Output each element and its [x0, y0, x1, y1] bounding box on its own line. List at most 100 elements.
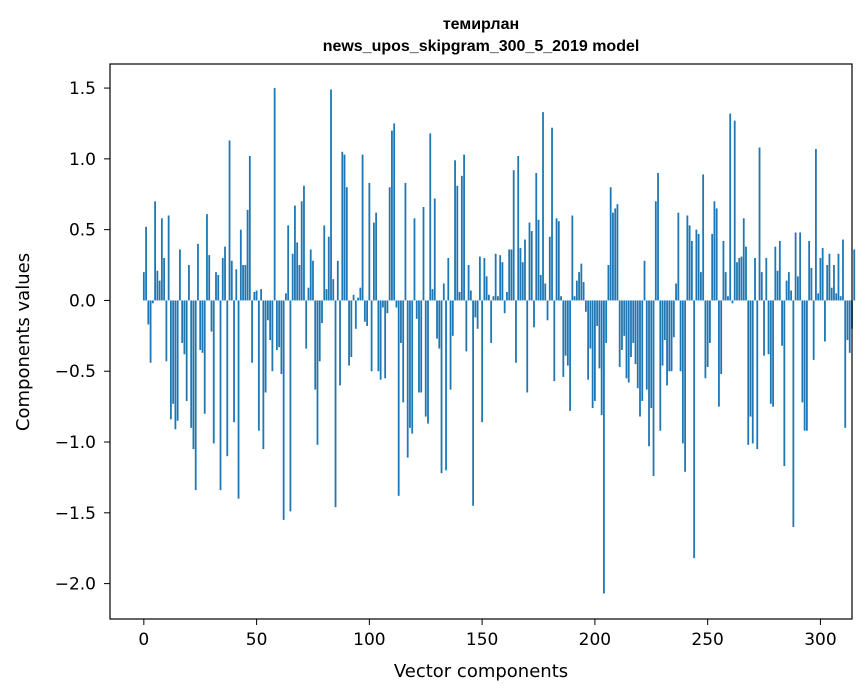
bar-189	[569, 300, 571, 411]
bar-200	[593, 300, 596, 401]
bar-72	[305, 300, 308, 349]
bar-276	[765, 257, 768, 301]
bar-60	[278, 300, 281, 348]
bar-170	[526, 300, 529, 393]
x-tick-label: 0	[138, 630, 149, 650]
bar-222	[643, 260, 646, 301]
bar-236	[675, 283, 677, 301]
bar-247	[699, 272, 702, 301]
y-tick-label: −2.0	[55, 575, 96, 595]
bar-309	[839, 296, 842, 301]
bar-151	[483, 257, 486, 301]
bar-220	[639, 300, 641, 417]
bar-13	[172, 300, 175, 404]
y-axis-label: Components values	[13, 253, 34, 431]
bar-229	[659, 300, 662, 431]
bar-27	[203, 300, 206, 414]
bar-243	[690, 240, 693, 301]
bar-98	[363, 300, 366, 322]
bar-204	[603, 300, 605, 594]
x-axis-ticks: 0 50 100 150 200 250 300	[138, 619, 837, 650]
bar-172	[530, 231, 533, 301]
bar-155	[492, 296, 495, 301]
bar-67	[294, 205, 296, 301]
bar-208	[612, 212, 614, 301]
bar-205	[605, 300, 608, 343]
bar-287	[790, 290, 792, 301]
bar-180	[548, 236, 551, 301]
bar-63	[285, 293, 287, 301]
bar-116	[404, 182, 407, 301]
bar-61	[280, 300, 283, 375]
bar-14	[174, 300, 177, 430]
bar-308	[837, 253, 840, 301]
bar-150	[481, 300, 484, 423]
bar-254	[715, 208, 718, 301]
bar-30	[210, 300, 213, 332]
bar-80	[323, 225, 326, 301]
bar-238	[679, 300, 682, 372]
bar-194	[580, 263, 583, 301]
bar-152	[485, 276, 488, 301]
bar-196	[584, 300, 587, 312]
x-tick-label: 50	[246, 630, 268, 650]
bar-145	[469, 290, 472, 301]
bar-39	[230, 260, 233, 301]
bar-171	[528, 222, 531, 301]
bar-215	[627, 300, 630, 383]
bar-293	[803, 300, 806, 431]
bar-118	[409, 300, 411, 428]
bar-77	[316, 300, 319, 445]
bar-119	[411, 300, 414, 434]
bar-163	[510, 249, 513, 301]
bar-167	[519, 248, 522, 301]
bar-47	[248, 156, 251, 301]
bar-278	[769, 300, 772, 404]
y-tick-label: −1.0	[55, 433, 96, 453]
bar-10	[165, 300, 168, 362]
bar-105	[379, 300, 382, 380]
bar-115	[402, 300, 405, 403]
bar-175	[537, 219, 540, 301]
bar-31	[212, 300, 215, 444]
x-tick-label: 150	[466, 630, 498, 650]
bar-34	[219, 300, 222, 491]
bar-58	[273, 88, 276, 301]
bar-300	[819, 257, 822, 301]
bar-260	[729, 113, 732, 301]
bar-54	[264, 300, 267, 393]
bar-197	[587, 300, 590, 380]
bar-285	[785, 280, 788, 301]
bar-3	[149, 300, 152, 363]
bar-298	[815, 148, 817, 301]
bar-56	[269, 300, 272, 341]
bar-177	[542, 112, 544, 301]
bar-280	[774, 246, 777, 301]
bar-179	[546, 300, 549, 321]
bar-191	[573, 296, 576, 301]
bar-117	[406, 300, 409, 458]
bar-121	[415, 300, 418, 319]
bar-307	[835, 293, 838, 301]
bar-83	[330, 89, 332, 301]
bar-181	[551, 127, 553, 301]
bar-12	[169, 300, 172, 420]
bar-122	[418, 300, 420, 393]
bar-174	[535, 173, 538, 301]
bar-68	[296, 242, 299, 301]
bar-75	[312, 260, 314, 301]
bar-139	[456, 185, 459, 301]
y-tick-label: 0.5	[69, 221, 96, 241]
bar-41	[235, 269, 238, 301]
bar-201	[596, 300, 599, 326]
bar-286	[787, 272, 790, 301]
bar-269	[749, 300, 752, 417]
bar-185	[560, 296, 562, 301]
bar-294	[805, 300, 808, 431]
bar-239	[681, 300, 684, 444]
bar-11	[167, 215, 170, 301]
bar-113	[397, 300, 400, 496]
bar-85	[334, 300, 337, 508]
bar-315	[853, 249, 856, 301]
bar-65	[289, 300, 292, 512]
